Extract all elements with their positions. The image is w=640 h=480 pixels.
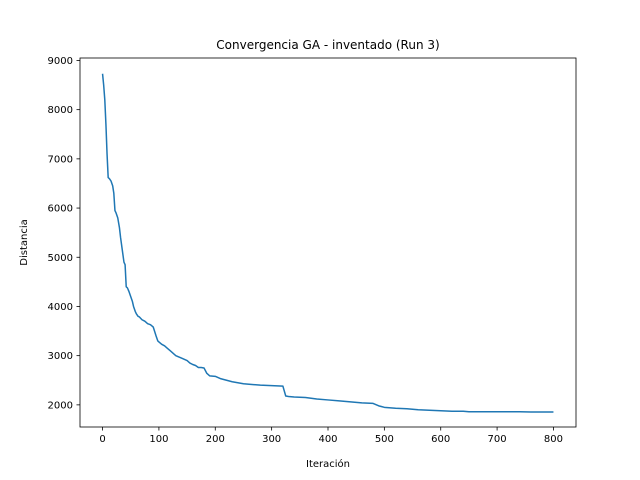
x-tick-label: 800 <box>544 434 563 445</box>
y-tick-label: 6000 <box>48 204 73 215</box>
x-tick-label: 200 <box>206 434 225 445</box>
x-tick-label: 600 <box>431 434 450 445</box>
x-tick-label: 700 <box>488 434 507 445</box>
y-tick-label: 5000 <box>48 253 73 264</box>
x-axis-label: Iteración <box>306 458 350 470</box>
x-tick-label: 0 <box>99 434 105 445</box>
y-tick-label: 4000 <box>48 302 73 313</box>
x-tick-label: 500 <box>375 434 394 445</box>
x-axis: 0 100 200 300 400 500 600 700 800 <box>99 427 563 445</box>
x-tick-label: 300 <box>262 434 281 445</box>
y-tick-label: 2000 <box>48 400 73 411</box>
series-line-distancia <box>101 73 554 413</box>
x-tick-label: 400 <box>318 434 337 445</box>
y-tick-label: 8000 <box>48 105 73 116</box>
chart-title: Convergencia GA - inventado (Run 3) <box>216 38 439 52</box>
y-axis-label: Distancia <box>19 219 30 265</box>
plot-area <box>79 57 577 428</box>
plot-background <box>80 58 576 427</box>
x-tick-label: 100 <box>149 434 168 445</box>
y-tick-label: 9000 <box>48 56 73 67</box>
y-tick-label: 3000 <box>48 351 73 362</box>
y-axis: 2000 3000 4000 5000 6000 7000 8000 9000 <box>48 56 80 411</box>
y-tick-label: 7000 <box>48 154 73 165</box>
